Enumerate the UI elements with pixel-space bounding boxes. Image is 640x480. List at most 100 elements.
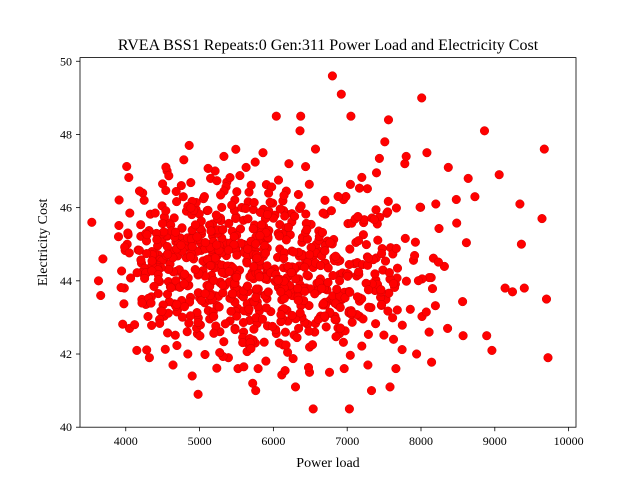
data-point — [153, 289, 163, 299]
data-point — [231, 213, 241, 224]
data-point — [357, 172, 367, 182]
data-point — [264, 188, 274, 198]
x-tick-label: 10000 — [554, 434, 584, 448]
data-point — [385, 382, 395, 392]
data-point — [295, 308, 305, 318]
data-point — [192, 232, 202, 242]
data-point — [331, 332, 341, 342]
data-point — [494, 170, 504, 180]
data-point — [200, 238, 210, 248]
data-point — [335, 302, 345, 313]
data-point — [295, 126, 305, 136]
data-point — [143, 311, 153, 322]
data-point — [171, 227, 181, 237]
data-point — [391, 364, 401, 374]
data-point — [325, 238, 335, 248]
data-point — [162, 241, 172, 252]
data-point — [212, 176, 222, 186]
data-point — [260, 241, 270, 251]
data-point — [344, 404, 354, 414]
data-point — [335, 276, 345, 286]
data-point — [300, 262, 310, 272]
data-point — [290, 382, 301, 392]
data-point — [392, 305, 402, 315]
data-point — [180, 269, 190, 279]
data-point — [431, 199, 441, 209]
data-point — [93, 276, 104, 286]
data-point — [182, 327, 192, 337]
x-tick-label: 5000 — [188, 434, 212, 448]
data-point — [392, 263, 403, 273]
data-point — [433, 257, 443, 267]
data-point — [451, 194, 461, 205]
data-point — [275, 204, 285, 214]
data-point — [293, 284, 303, 294]
data-point — [187, 371, 197, 381]
data-point — [200, 289, 210, 299]
data-point — [231, 272, 241, 282]
data-point — [249, 262, 259, 272]
data-point — [160, 344, 170, 354]
data-point — [458, 297, 468, 307]
data-point — [149, 281, 159, 291]
data-point — [246, 344, 256, 354]
data-point — [397, 345, 407, 355]
data-point — [177, 312, 187, 322]
y-tick-label: 44 — [60, 274, 72, 288]
data-point — [179, 155, 189, 165]
data-point — [443, 162, 453, 172]
data-point — [251, 386, 261, 396]
data-point — [117, 266, 127, 276]
data-point — [116, 283, 126, 293]
data-point — [388, 313, 398, 323]
data-point — [217, 202, 227, 212]
data-point — [463, 173, 473, 183]
data-point — [353, 236, 364, 246]
data-point — [371, 319, 381, 329]
data-point — [363, 285, 373, 295]
data-point — [212, 240, 222, 250]
data-point — [203, 205, 213, 215]
data-point — [219, 151, 229, 161]
data-point — [452, 218, 462, 228]
data-point — [114, 195, 124, 205]
data-point — [258, 148, 268, 158]
data-point — [317, 283, 327, 293]
data-point — [193, 317, 203, 328]
data-point — [370, 269, 380, 279]
data-point — [273, 275, 283, 285]
data-point — [232, 250, 242, 260]
data-point — [327, 71, 337, 81]
data-point — [417, 93, 427, 103]
plot-frame — [79, 57, 577, 428]
data-point — [263, 287, 273, 297]
data-point — [284, 159, 294, 169]
x-axis-label: Power load — [296, 456, 359, 471]
data-point — [338, 337, 348, 347]
data-point — [163, 328, 173, 338]
data-point — [161, 162, 171, 172]
data-point — [290, 211, 300, 221]
data-point — [251, 284, 262, 294]
data-point — [323, 263, 333, 273]
data-point — [363, 329, 373, 339]
data-point — [294, 323, 304, 333]
data-point — [244, 304, 254, 314]
data-point — [235, 171, 245, 181]
data-point — [283, 222, 293, 232]
data-point — [212, 363, 222, 373]
data-point — [354, 267, 364, 277]
data-point — [246, 180, 256, 190]
data-point — [163, 264, 173, 274]
data-point — [146, 298, 156, 308]
data-point — [286, 267, 296, 278]
data-point — [260, 248, 271, 258]
data-point — [152, 235, 162, 245]
data-point — [249, 324, 259, 334]
data-point — [257, 314, 268, 324]
data-point — [302, 225, 312, 235]
data-point — [261, 303, 271, 313]
data-point — [219, 337, 229, 347]
data-point — [161, 206, 171, 216]
data-point — [250, 157, 260, 167]
